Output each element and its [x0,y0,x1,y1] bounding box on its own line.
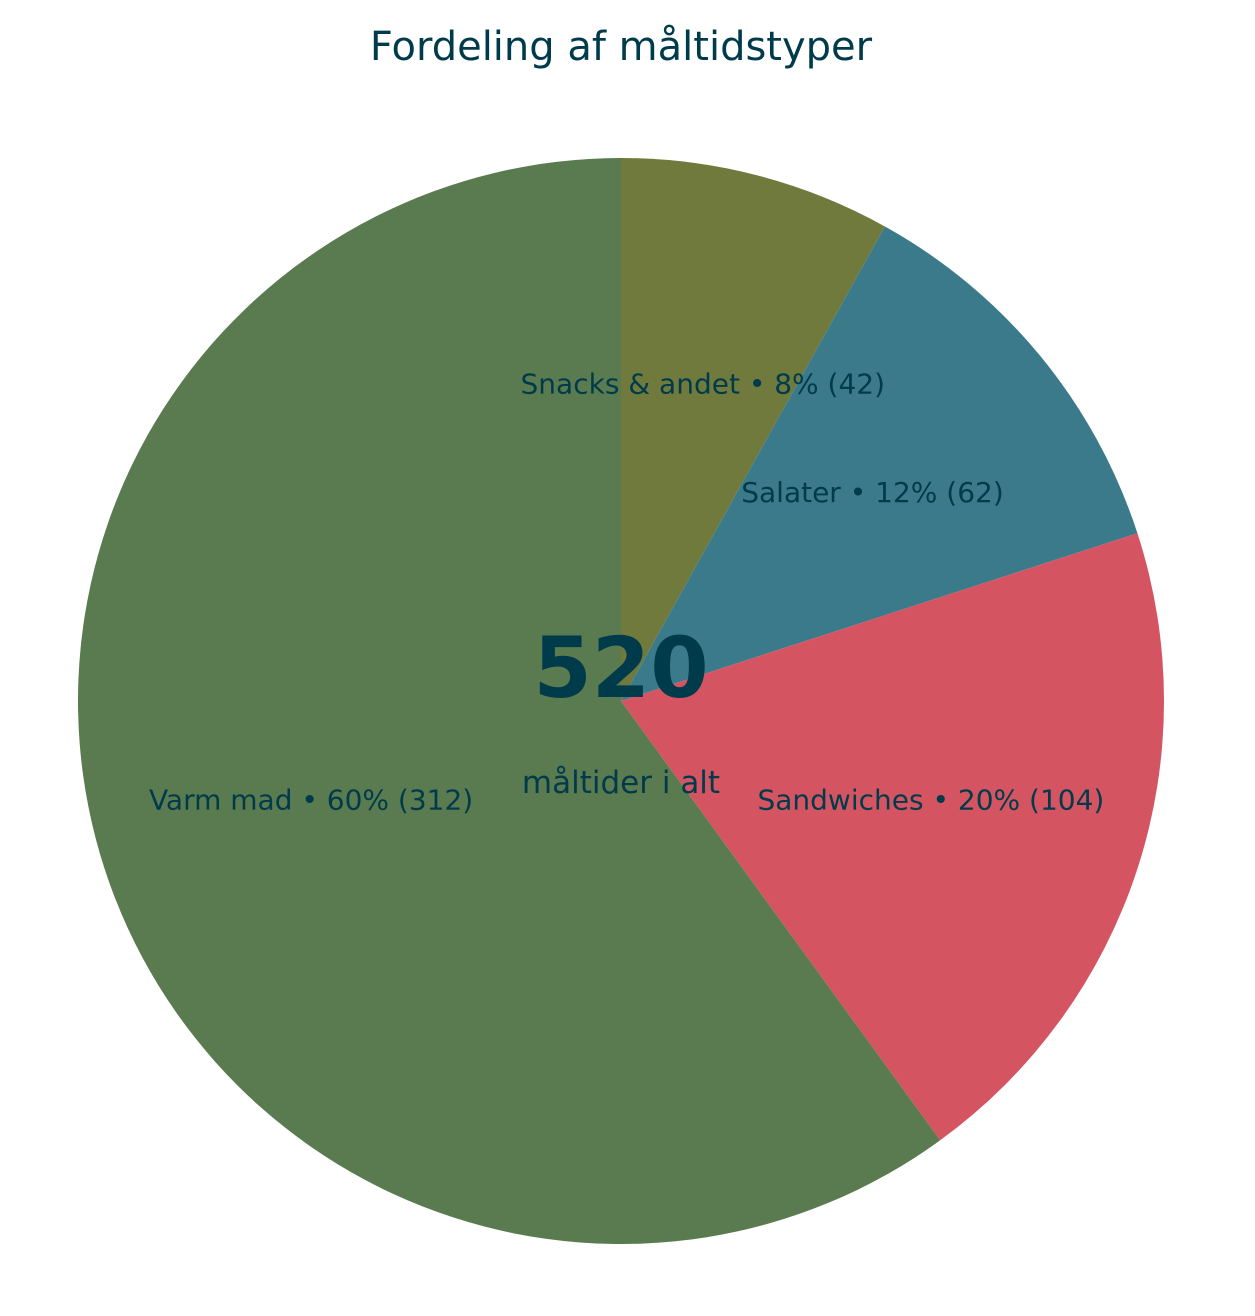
slice-label-1: Salater • 12% (62) [741,476,1004,509]
slice-label-2: Sandwiches • 20% (104) [757,784,1104,817]
slice-label-0: Snacks & andet • 8% (42) [521,368,886,401]
pie-slice-2 [621,533,1164,1141]
pie-slice-1 [621,226,1138,701]
chart-title: Fordeling af måltidstyper [370,24,873,70]
center-total: 520 [533,619,708,717]
pie-slice-3 [78,158,941,1244]
pie-slices [78,158,1164,1244]
pie-slice-0 [621,158,885,701]
slice-label-3: Varm mad • 60% (312) [149,784,473,817]
slice-labels: Snacks & andet • 8% (42) Salater • 12% (6… [149,368,1104,817]
center-caption: måltider i alt [522,765,720,801]
